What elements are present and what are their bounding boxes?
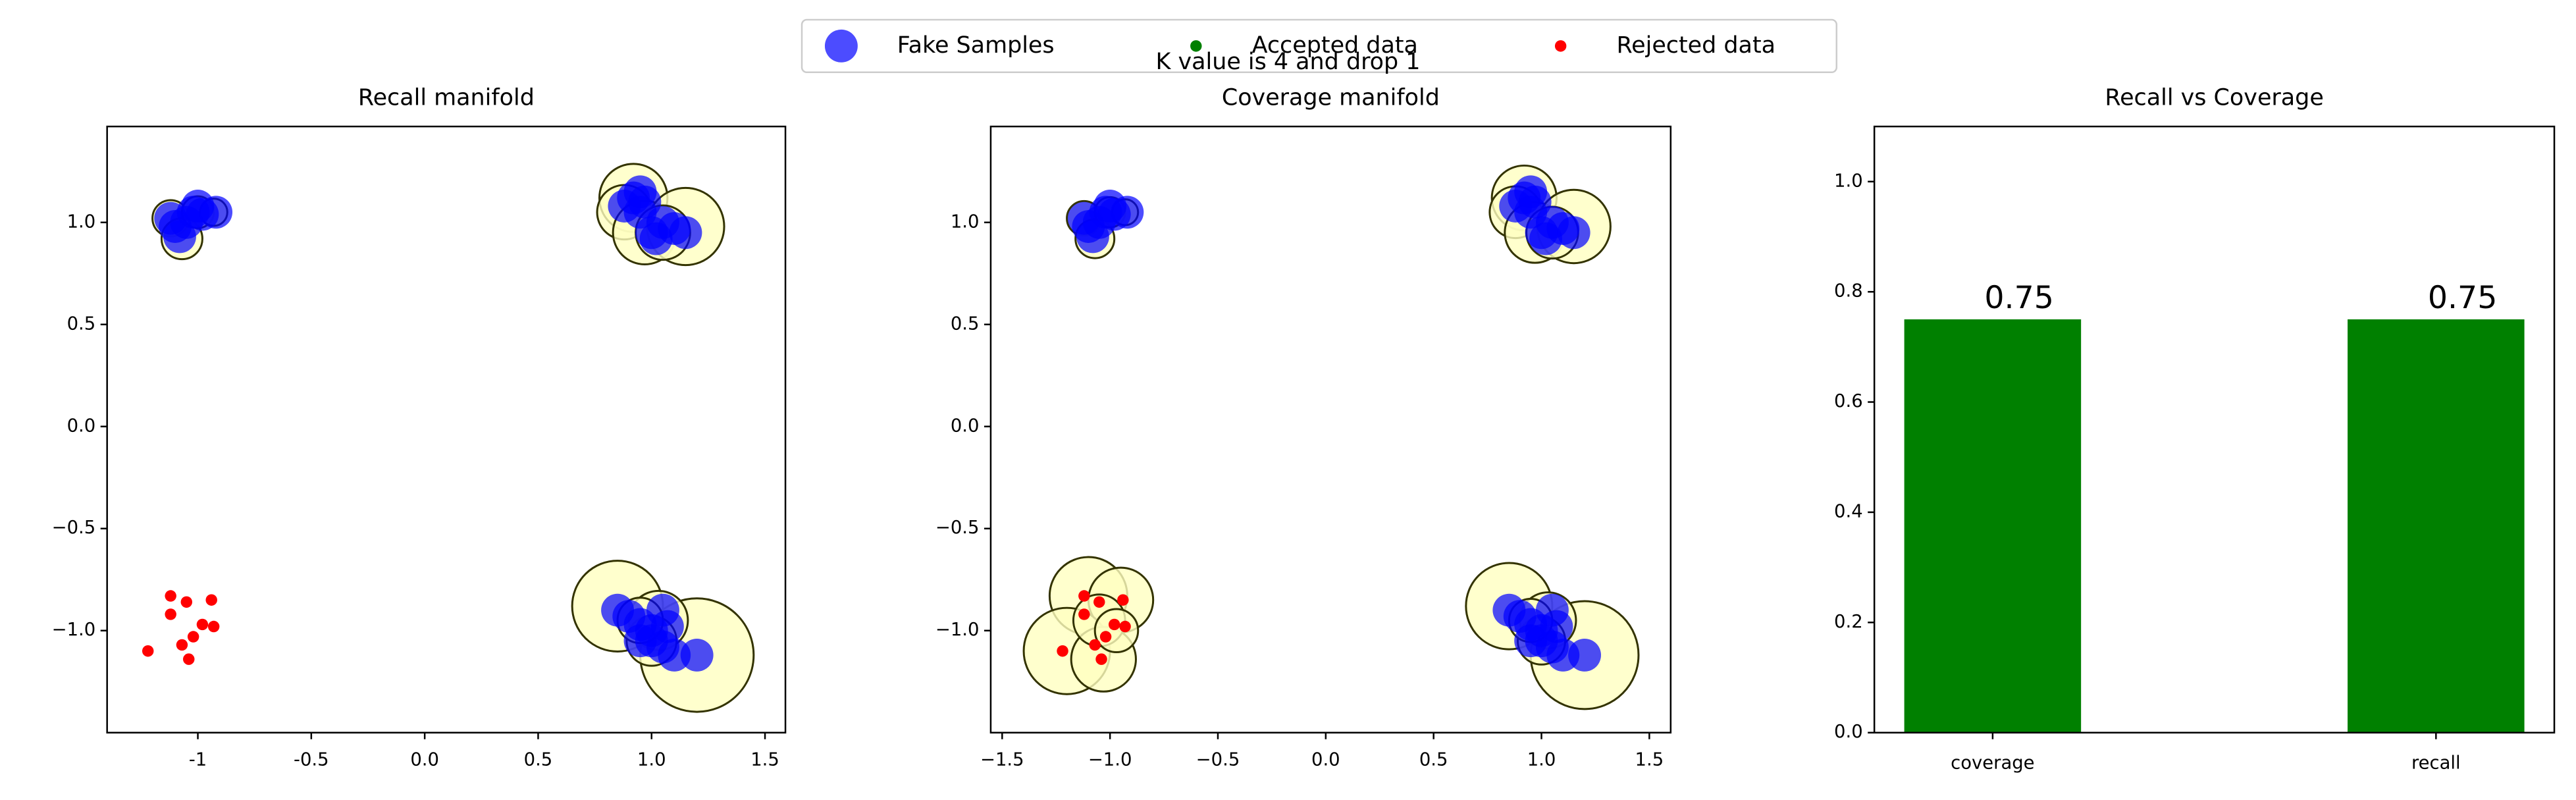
y-tick-label: 0.5 xyxy=(67,313,96,334)
x-tick-label: 0.5 xyxy=(524,750,553,770)
bar xyxy=(2348,319,2525,733)
point xyxy=(183,653,195,665)
x-tick-label: −1.5 xyxy=(980,750,1024,770)
axes-frame xyxy=(1873,125,2556,733)
x-tick-label: recall xyxy=(2411,753,2461,774)
point xyxy=(205,594,217,606)
point xyxy=(1093,190,1127,223)
figure-title: K value is 4 and drop 1 xyxy=(1155,49,1420,75)
point xyxy=(1514,196,1548,229)
y-tick-label: 0.2 xyxy=(1834,612,1863,632)
y-tick-label: −1.0 xyxy=(935,620,980,640)
point xyxy=(1108,618,1120,631)
x-tick-label: 1.0 xyxy=(637,750,666,770)
point xyxy=(1119,620,1131,633)
legend-label: Fake Samples xyxy=(897,32,1055,59)
y-tick-label: −0.5 xyxy=(935,518,980,538)
bar xyxy=(1904,319,2082,733)
point xyxy=(680,638,714,672)
point xyxy=(159,210,192,243)
point xyxy=(1117,594,1129,606)
y-tick-label: 0.6 xyxy=(1834,391,1863,412)
legend-marker xyxy=(824,29,858,63)
x-tick-label: −1.0 xyxy=(1088,750,1132,770)
value-label: 0.75 xyxy=(2428,280,2498,316)
point xyxy=(1099,631,1112,643)
x-tick-label: 1.5 xyxy=(750,750,779,770)
x-tick-label: 0.0 xyxy=(410,750,439,770)
y-tick-label: 0.4 xyxy=(1834,501,1863,521)
value-label: 0.75 xyxy=(1984,280,2054,316)
y-tick-label: 0.0 xyxy=(1834,722,1863,742)
x-tick-label: 1.0 xyxy=(1527,750,1556,770)
chart-title: Coverage manifold xyxy=(1222,85,1440,111)
point xyxy=(1057,645,1068,657)
point xyxy=(165,590,176,602)
point xyxy=(646,630,679,664)
chart-title: Recall vs Coverage xyxy=(2105,85,2323,111)
point xyxy=(180,596,193,608)
y-tick-label: −1.0 xyxy=(52,620,96,640)
x-tick-label: 0.5 xyxy=(1419,750,1448,770)
point xyxy=(623,196,657,229)
legend-label: Accepted data xyxy=(1252,32,1418,59)
point xyxy=(187,631,199,643)
x-tick-label: -0.5 xyxy=(294,750,329,770)
point xyxy=(1089,639,1101,651)
point xyxy=(1095,653,1107,665)
point xyxy=(181,190,215,223)
y-tick-label: 0.8 xyxy=(1834,281,1863,302)
axes-frame xyxy=(989,125,1672,733)
y-tick-label: 1.0 xyxy=(1834,171,1863,191)
point xyxy=(669,216,702,250)
axes-frame xyxy=(106,125,787,733)
y-tick-label: −0.5 xyxy=(52,518,96,538)
y-tick-label: 0.0 xyxy=(67,415,96,436)
legend-label: Rejected data xyxy=(1616,32,1775,59)
manifold-circle xyxy=(1093,608,1140,653)
point xyxy=(142,645,154,657)
point xyxy=(1072,210,1105,243)
x-tick-label: 1.5 xyxy=(1635,750,1664,770)
point xyxy=(1535,630,1569,664)
point xyxy=(165,608,176,620)
point xyxy=(1078,608,1090,620)
point xyxy=(1568,638,1602,672)
legend-marker xyxy=(1190,40,1202,52)
legend-marker xyxy=(1554,40,1567,52)
x-tick-label: 0.0 xyxy=(1311,750,1340,770)
y-tick-label: 1.0 xyxy=(951,211,980,232)
y-tick-label: 0.0 xyxy=(951,415,980,436)
point xyxy=(1078,590,1090,602)
point xyxy=(176,639,188,651)
y-tick-label: 1.0 xyxy=(67,211,96,232)
x-tick-label: -1 xyxy=(189,750,207,770)
point xyxy=(1093,596,1105,608)
legend: Fake Samples Accepted data Rejected data xyxy=(801,18,1838,74)
point xyxy=(207,620,220,633)
x-tick-label: coverage xyxy=(1951,753,2034,774)
y-tick-label: 0.5 xyxy=(951,313,980,334)
chart-title: Recall manifold xyxy=(358,85,535,111)
legend-box xyxy=(801,18,1838,74)
x-tick-label: −0.5 xyxy=(1196,750,1240,770)
point xyxy=(196,618,209,631)
point xyxy=(1557,216,1590,250)
